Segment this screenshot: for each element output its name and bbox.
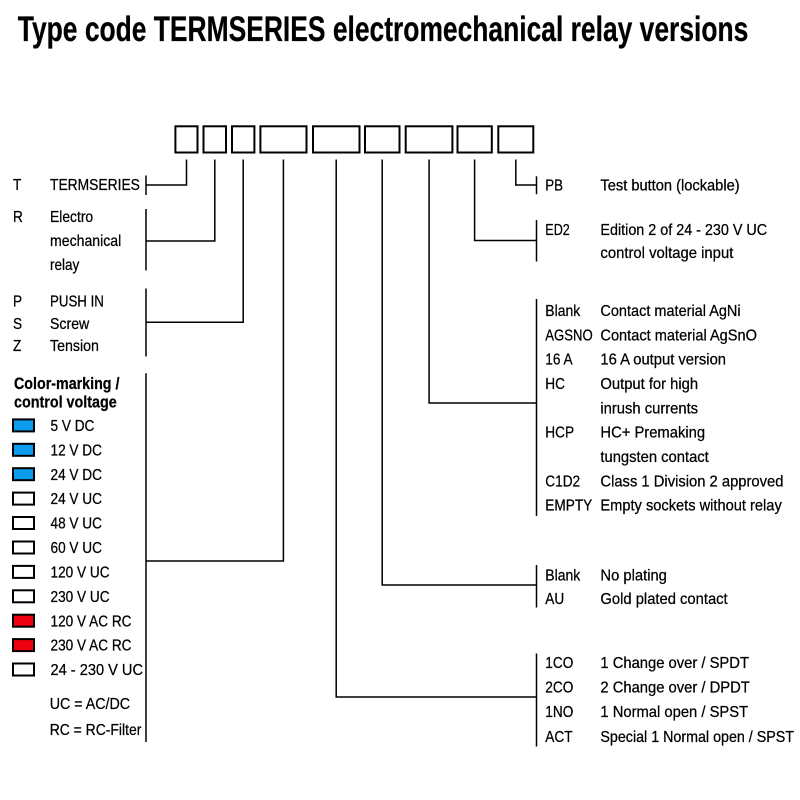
svg-text:HC: HC	[545, 376, 565, 393]
svg-text:ACT: ACT	[545, 729, 572, 746]
svg-text:1CO: 1CO	[545, 655, 573, 672]
svg-text:relay: relay	[50, 257, 80, 274]
svg-text:R: R	[13, 209, 23, 226]
svg-text:60 V UC: 60 V UC	[51, 540, 102, 557]
svg-text:24 V UC: 24 V UC	[51, 491, 102, 508]
svg-text:P: P	[13, 294, 22, 311]
svg-text:Blank: Blank	[545, 303, 581, 320]
svg-text:16 A: 16 A	[545, 352, 573, 369]
svg-text:PUSH IN: PUSH IN	[50, 294, 104, 311]
svg-text:EMPTY: EMPTY	[545, 498, 592, 515]
svg-text:RC = RC-Filter: RC = RC-Filter	[50, 722, 142, 739]
svg-text:Special 1 Normal open / SPST: Special 1 Normal open / SPST	[600, 729, 794, 746]
svg-text:Edition 2 of 24 - 230 V UC: Edition 2 of 24 - 230 V UC	[600, 223, 767, 240]
svg-text:1 Change over / SPDT: 1 Change over / SPDT	[600, 655, 749, 672]
svg-text:tungsten contact: tungsten contact	[600, 449, 709, 466]
svg-text:Electro: Electro	[50, 209, 93, 226]
svg-text:AU: AU	[545, 591, 564, 608]
svg-text:120 V AC RC: 120 V AC RC	[51, 614, 132, 631]
svg-text:Z: Z	[13, 338, 21, 355]
svg-text:16 A output version: 16 A output version	[600, 351, 726, 368]
svg-text:Tension: Tension	[50, 338, 99, 355]
svg-text:Class 1 Division 2 approved: Class 1 Division 2 approved	[600, 473, 783, 490]
svg-text:Test button (lockable): Test button (lockable)	[600, 177, 739, 194]
svg-text:TERMSERIES: TERMSERIES	[50, 177, 140, 194]
svg-text:230 V UC: 230 V UC	[51, 589, 110, 606]
svg-text:Type code TERMSERIES electrome: Type code TERMSERIES electromechanical r…	[18, 9, 749, 49]
svg-text:Screw: Screw	[50, 316, 90, 333]
svg-text:inrush currents: inrush currents	[600, 400, 698, 417]
svg-text:Contact material AgSnO: Contact material AgSnO	[600, 327, 757, 344]
svg-text:control voltage input: control voltage input	[600, 245, 734, 262]
svg-text:S: S	[13, 316, 22, 333]
svg-text:T: T	[13, 177, 21, 194]
svg-text:24 V DC: 24 V DC	[51, 467, 102, 484]
svg-text:2 Change over / DPDT: 2 Change over / DPDT	[600, 679, 749, 696]
svg-text:Gold plated contact: Gold plated contact	[600, 591, 728, 608]
svg-text:Output for high: Output for high	[600, 376, 698, 393]
svg-text:Color-marking /: Color-marking /	[14, 375, 120, 393]
svg-text:PB: PB	[545, 178, 563, 195]
svg-text:C1D2: C1D2	[545, 474, 580, 491]
svg-text:Empty sockets without relay: Empty sockets without relay	[600, 497, 782, 514]
svg-text:Blank: Blank	[545, 568, 581, 585]
svg-text:No plating: No plating	[600, 567, 667, 584]
svg-text:12 V DC: 12 V DC	[51, 443, 102, 460]
svg-text:Contact material AgNi: Contact material AgNi	[600, 303, 740, 320]
svg-text:UC = AC/DC: UC = AC/DC	[50, 696, 131, 713]
svg-text:control voltage: control voltage	[14, 393, 117, 411]
svg-text:5 V DC: 5 V DC	[51, 418, 95, 435]
svg-text:1 Normal open / SPST: 1 Normal open / SPST	[600, 704, 748, 721]
svg-text:2CO: 2CO	[545, 680, 573, 697]
svg-text:230 V AC RC: 230 V AC RC	[51, 638, 132, 655]
svg-text:AGSNO: AGSNO	[545, 327, 592, 344]
svg-text:mechanical: mechanical	[50, 233, 121, 250]
svg-text:48 V UC: 48 V UC	[51, 516, 102, 533]
svg-text:HCP: HCP	[545, 425, 574, 442]
svg-text:120 V UC: 120 V UC	[51, 565, 110, 582]
svg-text:ED2: ED2	[545, 221, 570, 239]
svg-text:HC+ Premaking: HC+ Premaking	[600, 424, 705, 441]
svg-text:24 - 230 V UC: 24 - 230 V UC	[51, 662, 144, 679]
svg-text:1NO: 1NO	[545, 704, 573, 721]
